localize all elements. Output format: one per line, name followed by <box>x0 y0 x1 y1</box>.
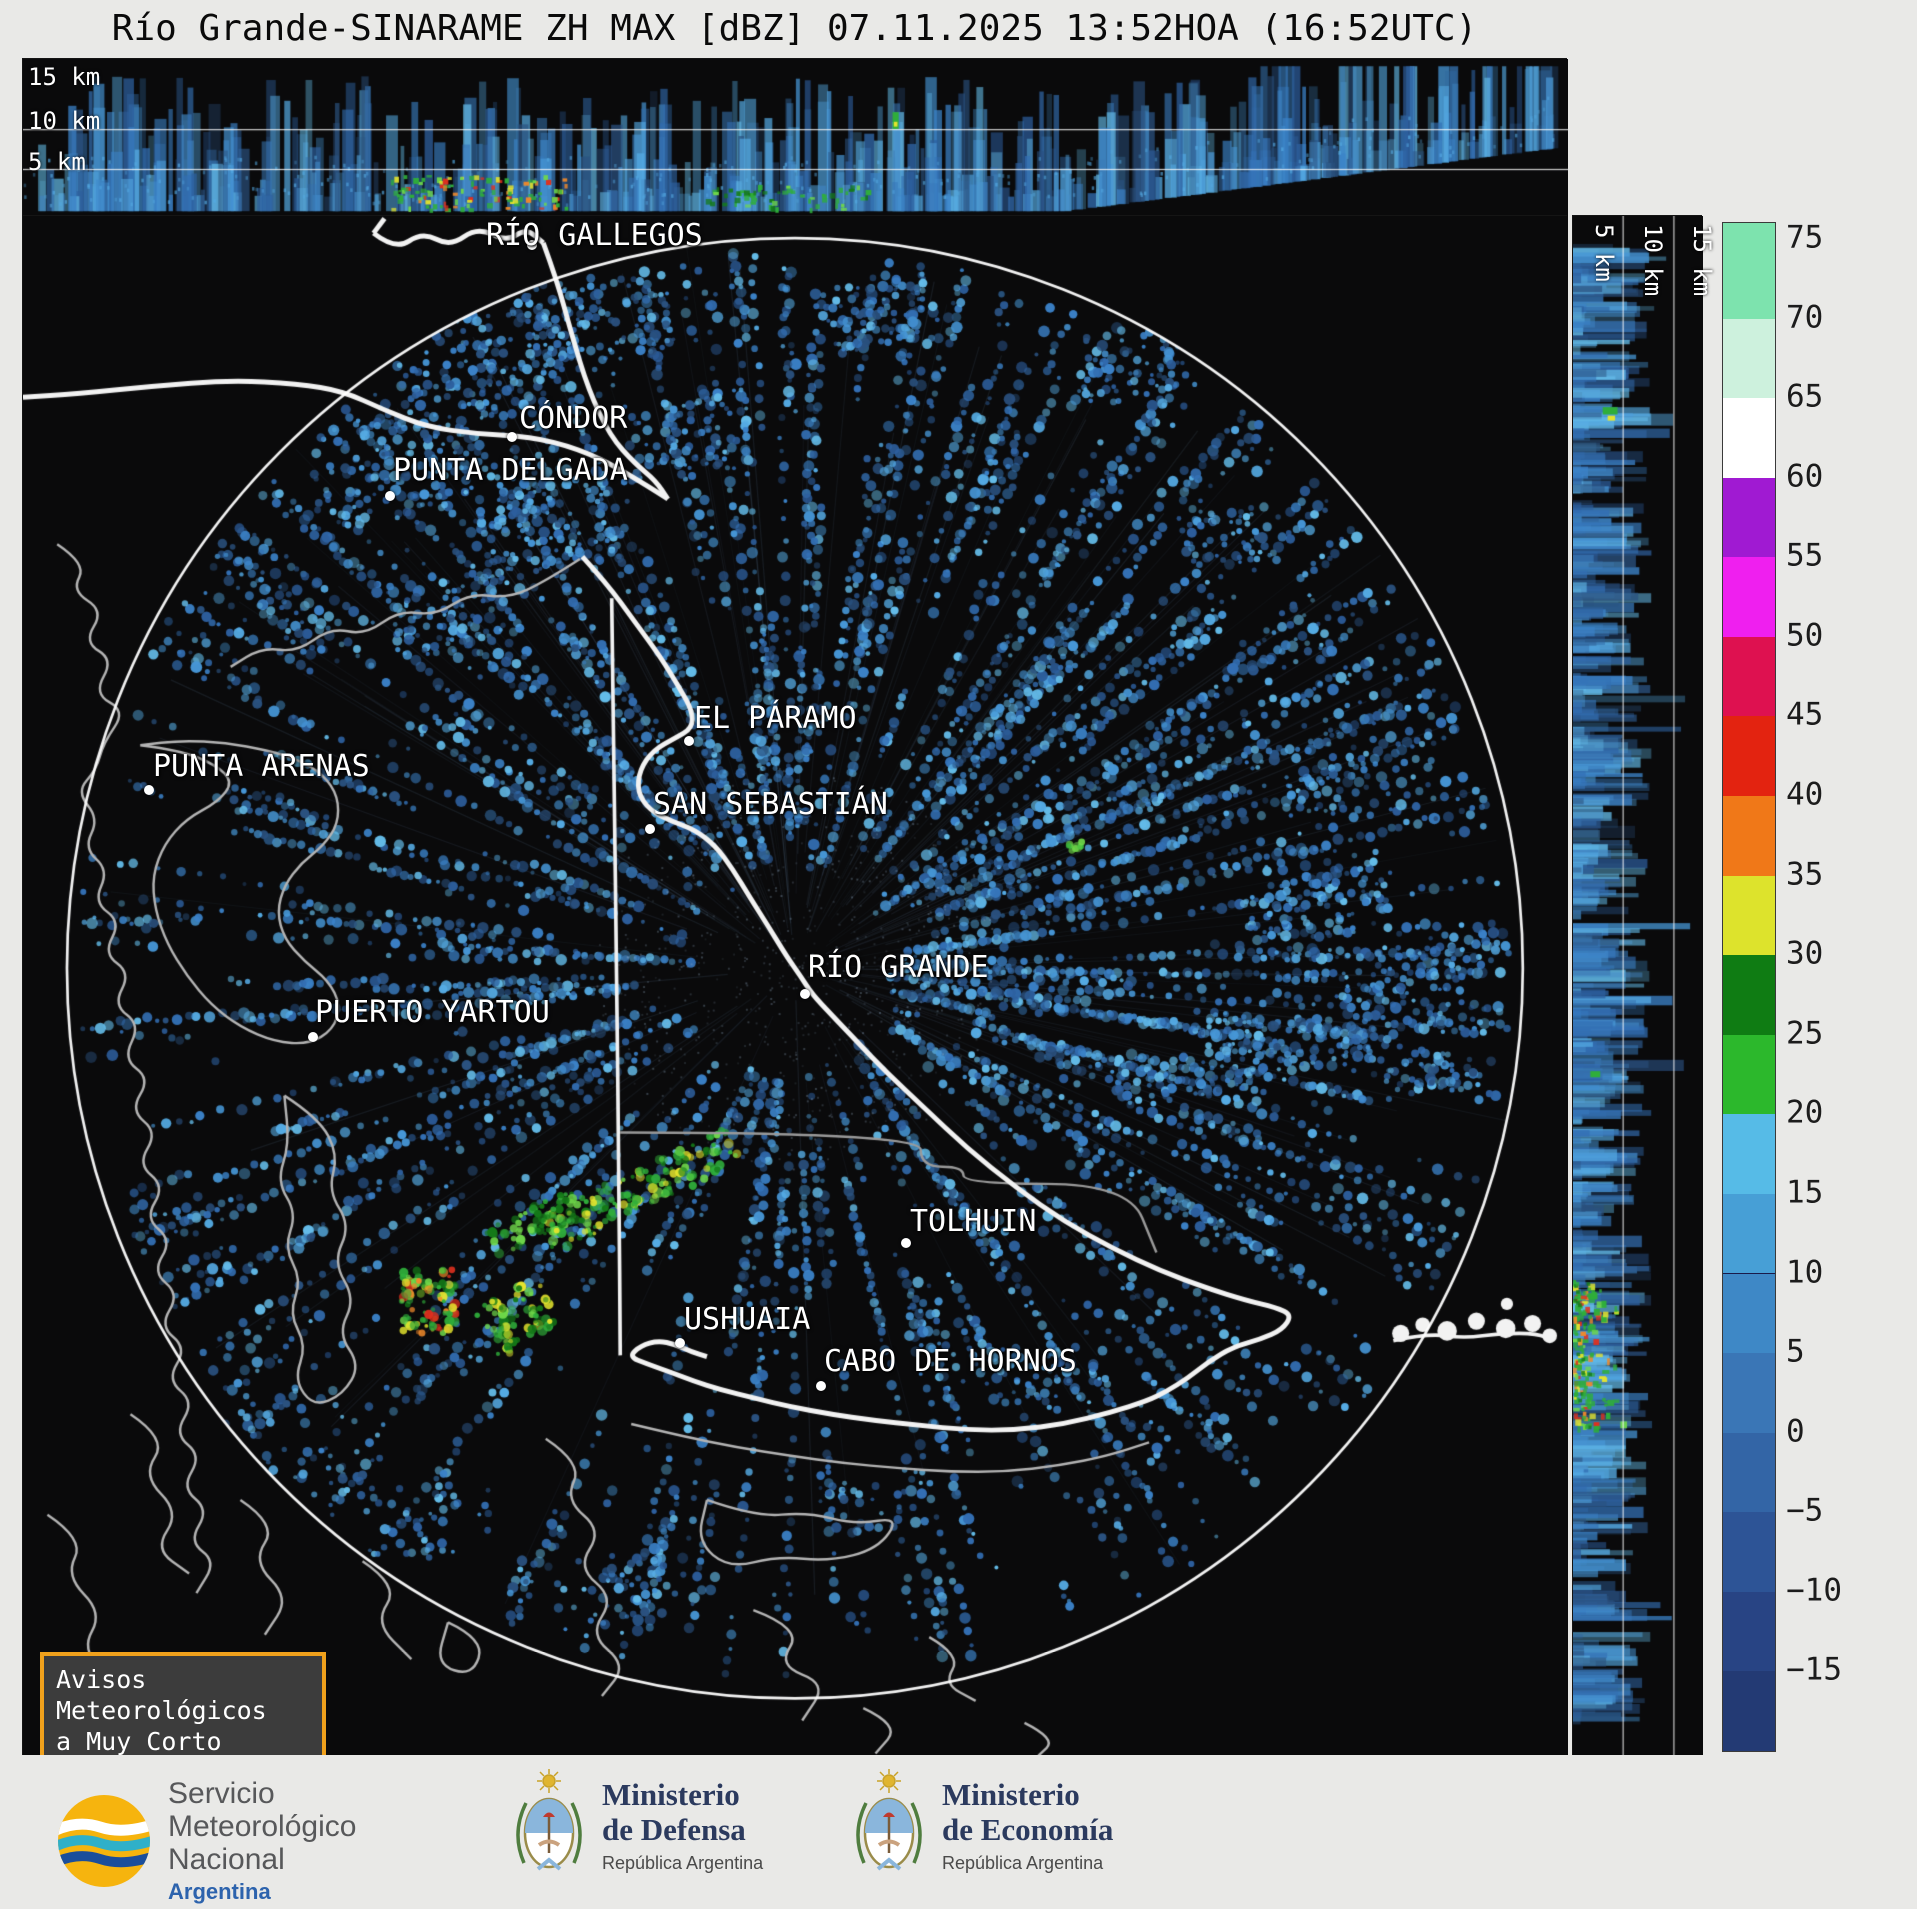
city-dot <box>816 1381 826 1391</box>
smn-country-label: Argentina <box>168 1879 271 1904</box>
ministry-defensa-subtitle: República Argentina <box>602 1852 764 1873</box>
height-label-10km: 10 km <box>28 107 101 135</box>
colorbar-segment--5-0 <box>1723 1432 1775 1513</box>
colorbar-segment-30-35 <box>1723 875 1775 956</box>
colorbar-segment-40-45 <box>1723 716 1775 796</box>
ministry-economia-name-2: de Economía <box>942 1811 1114 1847</box>
colorbar-segment-25-30 <box>1723 955 1775 1035</box>
warning-line-1: Avisos Meteorológicos <box>56 1665 267 1725</box>
city-label: PUERTO YARTOU <box>315 995 550 1030</box>
ministry-defensa-name-1: Ministerio <box>602 1776 740 1812</box>
colorbar-tick--5: −5 <box>1786 1492 1824 1529</box>
city-label: CÓNDOR <box>519 401 628 436</box>
colorbar-tick-65: 65 <box>1786 378 1824 415</box>
colorbar-segment-15-20 <box>1723 1114 1775 1194</box>
ministry-economia-subtitle: República Argentina <box>942 1852 1104 1873</box>
city-label: CABO DE HORNOS <box>824 1344 1077 1379</box>
colorbar-segment--10--5 <box>1723 1512 1775 1592</box>
right-cross-section-panel <box>1572 215 1703 1756</box>
smn-name-line-2: Meteorológico <box>168 1810 357 1843</box>
colorbar-segment--15--10 <box>1723 1591 1775 1672</box>
colorbar-tick-50: 50 <box>1786 617 1824 654</box>
city-label: EL PÁRAMO <box>694 701 857 736</box>
city-label: PUNTA DELGADA <box>393 453 628 488</box>
top-cross-section-canvas <box>23 59 1568 216</box>
colorbar-segment-50-55 <box>1723 557 1775 637</box>
city-dot <box>144 785 154 795</box>
city-dot <box>800 989 810 999</box>
ministry-defensa-block: Ministerio de Defensa República Argentin… <box>512 1769 763 1881</box>
colorbar-tick--15: −15 <box>1786 1651 1842 1688</box>
smn-name-line-3: Nacional <box>168 1843 285 1876</box>
height-label-15km: 15 km <box>28 63 101 91</box>
city-label: RÍO GRANDE <box>808 950 989 985</box>
colorbar-tick-75: 75 <box>1786 219 1824 256</box>
city-dot <box>645 824 655 834</box>
colorbar-segment-0-5 <box>1723 1353 1775 1433</box>
city-label: USHUAIA <box>684 1302 811 1337</box>
colorbar-segment-45-50 <box>1723 636 1775 717</box>
city-dot <box>308 1032 318 1042</box>
right-cross-section-canvas <box>1573 216 1703 1756</box>
colorbar-tick-15: 15 <box>1786 1174 1824 1211</box>
colorbar-tick-10: 10 <box>1786 1253 1824 1290</box>
city-dot <box>684 736 694 746</box>
ministry-defensa-name-2: de Defensa <box>602 1811 746 1847</box>
radar-ppi-canvas <box>23 216 1568 1756</box>
right-height-label-10km: 10 km <box>1639 224 1667 297</box>
argentina-coat-of-arms-icon <box>856 1769 922 1871</box>
ministry-economia-name-1: Ministerio <box>942 1776 1080 1812</box>
colorbar-tick-55: 55 <box>1786 537 1824 574</box>
colorbar-segment-20-25 <box>1723 1034 1775 1115</box>
colorbar-segment-65-70 <box>1723 318 1775 399</box>
colorbar-tick-5: 5 <box>1786 1333 1805 1370</box>
colorbar-tick-25: 25 <box>1786 1015 1824 1052</box>
colorbar-segment-35-40 <box>1723 796 1775 876</box>
colorbar-tick-70: 70 <box>1786 298 1824 335</box>
top-cross-section-panel: 15 km 10 km 5 km <box>22 58 1568 216</box>
colorbar-segment-5-10 <box>1723 1273 1775 1354</box>
colorbar-segment--20--15 <box>1723 1671 1775 1751</box>
city-label: SAN SEBASTIÁN <box>653 787 888 822</box>
city-dot <box>901 1238 911 1248</box>
smn-logo-block: Servicio Meteorológico Nacional Argentin… <box>56 1777 356 1905</box>
right-height-label-15km: 15 km <box>1688 224 1716 297</box>
colorbar-tick--10: −10 <box>1786 1572 1842 1609</box>
colorbar-tick-40: 40 <box>1786 776 1824 813</box>
footer: Servicio Meteorológico Nacional Argentin… <box>0 1755 1917 1909</box>
height-label-5km: 5 km <box>28 148 86 176</box>
city-dot <box>527 240 537 250</box>
dbz-colorbar <box>1722 222 1776 1752</box>
colorbar-tick-0: 0 <box>1786 1412 1805 1449</box>
colorbar-segment-55-60 <box>1723 477 1775 558</box>
page-title: Río Grande-SINARAME ZH MAX [dBZ] 07.11.2… <box>111 8 1478 49</box>
city-dot <box>385 491 395 501</box>
city-label: RÍO GALLEGOS <box>486 218 703 253</box>
colorbar-tick-45: 45 <box>1786 696 1824 733</box>
colorbar-tick-60: 60 <box>1786 457 1824 494</box>
city-dot <box>507 432 517 442</box>
radar-ppi-panel <box>22 215 1568 1756</box>
smn-name-line-1: Servicio <box>168 1777 275 1810</box>
colorbar-segment-10-15 <box>1723 1193 1775 1274</box>
right-height-label-5km: 5 km <box>1590 224 1618 282</box>
colorbar-segment-70-76 <box>1723 223 1775 319</box>
ministry-economia-block: Ministerio de Economía República Argenti… <box>852 1769 1113 1881</box>
colorbar-segment-60-65 <box>1723 398 1775 478</box>
colorbar-tick-35: 35 <box>1786 855 1824 892</box>
city-label: PUNTA ARENAS <box>153 749 370 784</box>
smn-logo-icon <box>58 1795 150 1887</box>
city-dot <box>675 1338 685 1348</box>
colorbar-tick-20: 20 <box>1786 1094 1824 1131</box>
colorbar-tick-30: 30 <box>1786 935 1824 972</box>
city-label: TOLHUIN <box>910 1204 1037 1239</box>
argentina-coat-of-arms-icon <box>516 1769 582 1871</box>
